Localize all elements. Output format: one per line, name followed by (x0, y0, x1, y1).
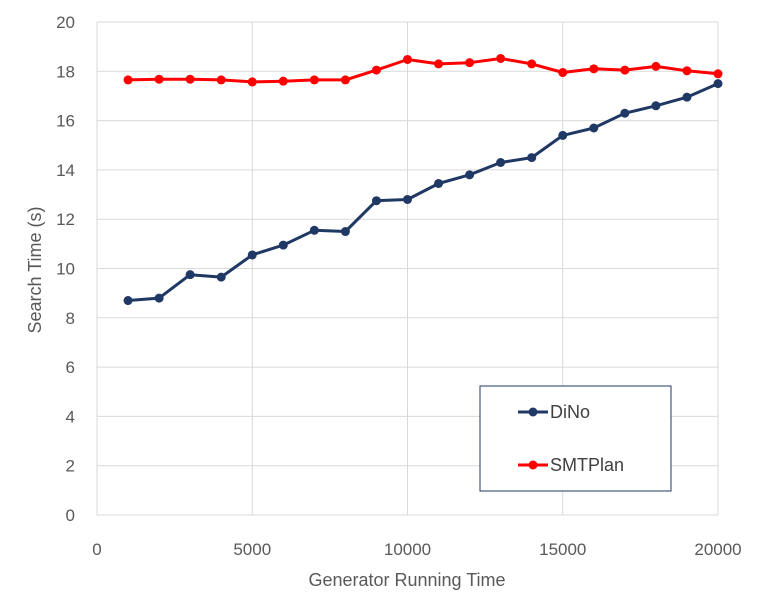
data-point-smtplan-3 (216, 75, 226, 85)
y-tick-label-9: 18 (56, 62, 75, 81)
data-point-dino-16 (620, 108, 630, 118)
data-point-smtplan-1 (154, 74, 164, 84)
data-point-smtplan-2 (185, 74, 195, 84)
y-tick-label-3: 6 (66, 358, 75, 377)
data-point-smtplan-16 (620, 65, 630, 75)
data-point-dino-11 (465, 170, 475, 180)
legend-label-dino: DiNo (550, 402, 590, 422)
y-tick-label-4: 8 (66, 309, 75, 328)
data-point-dino-1 (154, 293, 164, 303)
data-point-smtplan-11 (465, 58, 475, 68)
data-point-dino-6 (309, 225, 319, 235)
data-point-dino-13 (527, 153, 537, 163)
data-point-smtplan-17 (651, 61, 661, 71)
y-tick-label-8: 16 (56, 112, 75, 131)
data-point-smtplan-5 (278, 76, 288, 86)
y-tick-label-6: 12 (56, 210, 75, 229)
data-point-dino-3 (216, 272, 226, 282)
x-tick-label-0: 0 (92, 540, 101, 559)
data-point-smtplan-10 (434, 59, 444, 69)
y-tick-label-0: 0 (66, 506, 75, 525)
data-point-smtplan-12 (496, 53, 506, 63)
series-line-dino (127, 82, 719, 302)
data-point-smtplan-7 (340, 75, 350, 85)
y-tick-label-2: 4 (66, 407, 75, 426)
data-point-smtplan-9 (403, 54, 412, 64)
x-tick-label-1: 5000 (233, 540, 271, 559)
y-tick-label-10: 20 (56, 13, 75, 32)
data-point-dino-8 (371, 196, 381, 206)
data-point-smtplan-13 (527, 59, 537, 69)
data-point-dino-12 (496, 158, 506, 168)
data-point-smtplan-0 (123, 75, 133, 85)
legend-box (479, 385, 672, 492)
data-point-dino-18 (682, 92, 692, 102)
data-point-dino-15 (589, 123, 599, 133)
data-point-dino-5 (278, 240, 288, 250)
x-tick-label-3: 15000 (539, 540, 586, 559)
legend-label-smtplan: SMTPlan (550, 455, 624, 475)
x-axis-title: Generator Running Time (308, 570, 505, 590)
series-line-smtplan (128, 57, 719, 84)
y-axis-title: Search Time (s) (25, 206, 45, 333)
legend: DiNo SMTPlan (479, 385, 672, 492)
data-point-smtplan-6 (309, 75, 319, 85)
data-point-dino-10 (434, 178, 444, 188)
gridlines (96, 21, 719, 516)
y-tick-label-5: 10 (56, 260, 75, 279)
legend-marker-dino (528, 407, 538, 417)
x-tick-label-2: 10000 (384, 540, 431, 559)
data-point-dino-0 (123, 296, 133, 306)
tick-labels: 0 2 4 6 8 10 12 14 16 18 20 0 5000 10000 15000 20000 (56, 13, 742, 559)
data-point-smtplan-8 (371, 65, 381, 75)
series (123, 53, 723, 306)
data-point-smtplan-18 (682, 66, 692, 76)
x-tick-label-4: 20000 (694, 540, 741, 559)
data-point-dino-4 (247, 250, 257, 260)
data-point-dino-9 (403, 194, 412, 204)
legend-marker-smtplan (528, 460, 538, 470)
y-tick-label-7: 14 (56, 161, 75, 180)
data-point-dino-7 (340, 227, 350, 237)
data-point-dino-14 (558, 130, 568, 140)
data-point-smtplan-15 (589, 64, 599, 74)
data-point-smtplan-19 (713, 69, 723, 79)
data-point-dino-2 (185, 270, 195, 280)
data-point-dino-19 (713, 79, 723, 89)
data-point-dino-17 (651, 101, 661, 111)
data-point-smtplan-14 (558, 68, 568, 78)
y-tick-label-1: 2 (66, 457, 75, 476)
data-point-smtplan-4 (247, 77, 257, 87)
